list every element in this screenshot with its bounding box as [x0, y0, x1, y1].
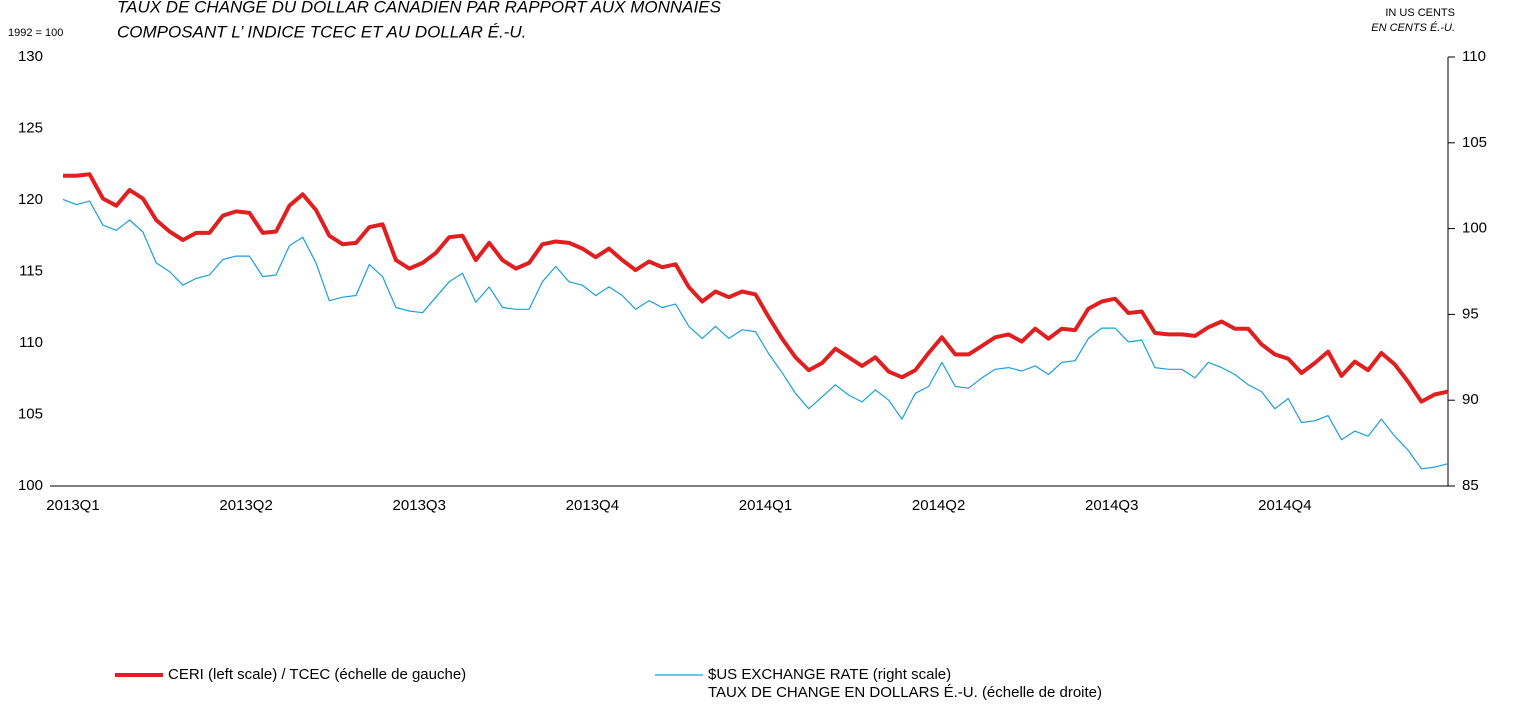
x-tick-label: 2013Q4	[566, 497, 619, 514]
y-tick-label: 120	[18, 191, 43, 208]
y2-tick-label: 90	[1462, 391, 1479, 408]
y-tick-label: 105	[18, 405, 43, 422]
y2-axis-label: IN US CENTS	[1385, 7, 1455, 19]
y2-tick-label: 85	[1462, 477, 1479, 494]
y-tick-label: 115	[19, 262, 43, 279]
x-tick-label: 2014Q4	[1258, 497, 1311, 514]
x-tick-label: 2014Q1	[739, 497, 792, 514]
y-tick-label: 100	[18, 477, 43, 494]
x-tick-label: 2013Q2	[219, 497, 272, 514]
y2-tick-label: 105	[1462, 134, 1487, 151]
y2-tick-label: 110	[1462, 48, 1486, 65]
x-tick-label: 2013Q3	[393, 497, 446, 514]
x-tick-label: 2014Q2	[912, 497, 965, 514]
legend-label: $US EXCHANGE RATE (right scale) TAUX DE …	[708, 666, 1103, 701]
y-tick-label: 110	[19, 334, 43, 351]
chart-title: TAUX DE CHANGE DU DOLLAR CANADIEN PAR RA…	[117, 0, 722, 16]
series-line	[63, 172, 1449, 404]
series-line	[62, 198, 1449, 470]
y-tick-label: 130	[18, 48, 43, 65]
x-tick-label: 2013Q1	[46, 497, 99, 514]
legend-label: CERI (left scale) / TCEC (échelle de gau…	[168, 666, 467, 683]
x-tick-label: 2014Q3	[1085, 497, 1138, 514]
y2-axis-label: EN CENTS É.-U.	[1371, 21, 1455, 34]
y-axis-label: 1992 = 100	[8, 27, 63, 39]
y-tick-label: 125	[18, 119, 43, 136]
chart-title: COMPOSANT L’ INDICE TCEC ET AU DOLLAR É.…	[117, 22, 526, 41]
y2-tick-label: 100	[1462, 220, 1487, 237]
y2-tick-label: 95	[1462, 305, 1479, 322]
